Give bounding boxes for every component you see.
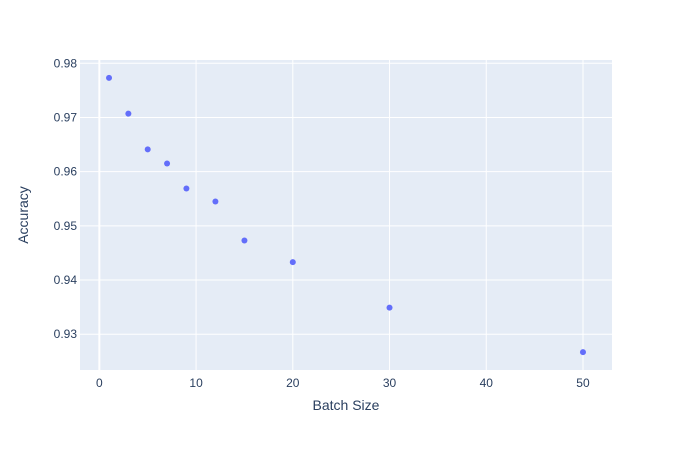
data-point[interactable] [164,160,171,167]
x-axis-title: Batch Size [313,397,380,413]
y-gridlines [80,62,612,335]
data-point[interactable] [125,110,132,117]
x-tick-label: 20 [286,376,300,390]
y-axis-title: Accuracy [15,186,31,244]
y-tick-label: 0.98 [54,56,78,70]
x-tick-labels: 0 10 20 30 40 50 [96,376,590,390]
data-point[interactable] [183,185,190,192]
x-gridlines [98,60,584,370]
x-tick-label: 30 [383,376,397,390]
data-point[interactable] [106,74,113,81]
data-point[interactable] [212,198,219,205]
data-point[interactable] [289,259,296,266]
x-tick-label: 50 [576,376,590,390]
x-tick-label: 40 [480,376,494,390]
x-tick-label: 0 [96,376,103,390]
y-tick-labels: 0.93 0.94 0.95 0.96 0.97 0.98 [54,56,78,341]
y-tick-label: 0.94 [54,273,78,287]
data-point[interactable] [144,146,151,153]
y-tick-label: 0.93 [54,327,78,341]
data-point[interactable] [241,237,248,244]
data-point[interactable] [386,304,393,311]
data-points [106,74,586,356]
x-tick-label: 10 [189,376,203,390]
y-tick-label: 0.97 [54,110,78,124]
plot-background [80,60,612,370]
y-tick-label: 0.96 [54,165,78,179]
y-tick-label: 0.95 [54,219,78,233]
data-point[interactable] [579,349,586,356]
